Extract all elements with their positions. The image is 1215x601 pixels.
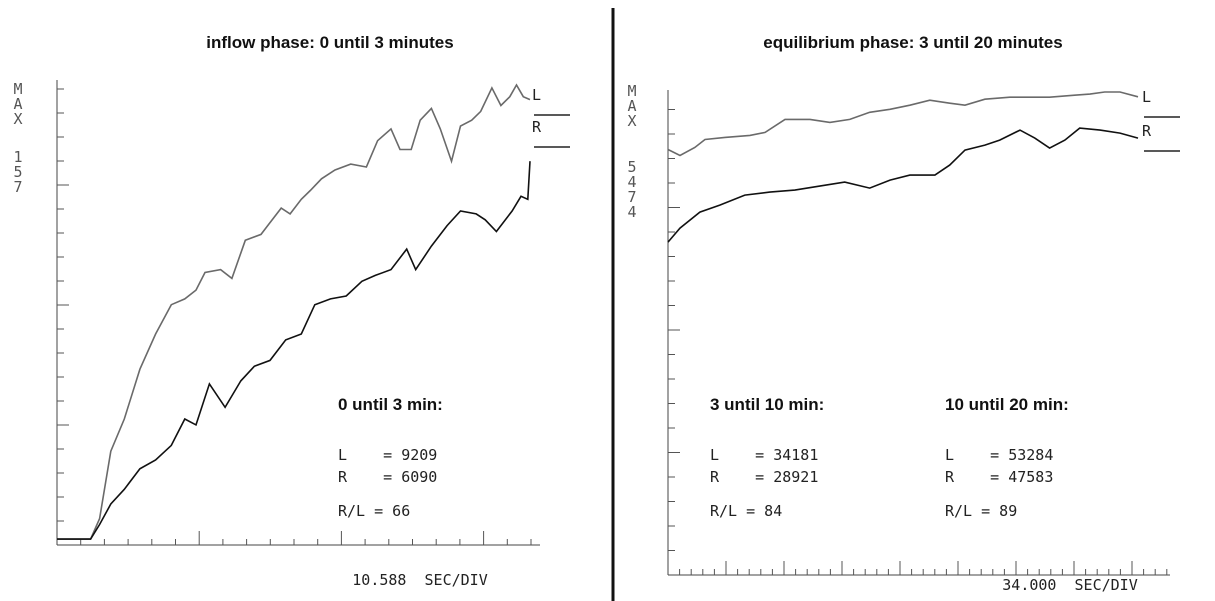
summary-line: R/L = 66 (338, 502, 410, 520)
chart-title: inflow phase: 0 until 3 minutes (206, 33, 453, 52)
summary-title: 3 until 10 min: (710, 395, 824, 414)
y-max-label: 157 (9, 148, 27, 193)
x-axis-label: 34.000 SEC/DIV (1002, 576, 1137, 594)
summary-title: 0 until 3 min: (338, 395, 443, 414)
summary-line: R/L = 84 (710, 502, 782, 520)
curve-label: L (1142, 88, 1151, 106)
curve-label: R (1142, 122, 1152, 140)
summary-line: L = 34181 (710, 446, 818, 464)
curve-label: R (532, 118, 542, 136)
y-axis-label: MAX (9, 80, 27, 125)
summary-line: L = 53284 (945, 446, 1053, 464)
summary-line: R = 28921 (710, 468, 818, 486)
summary-title: 10 until 20 min: (945, 395, 1069, 414)
summary-line: R/L = 89 (945, 502, 1017, 520)
y-axis-label: MAX (623, 82, 641, 127)
y-max-label: 5474 (623, 158, 641, 218)
summary-line: L = 9209 (338, 446, 437, 464)
summary-line: R = 47583 (945, 468, 1053, 486)
curve (57, 161, 531, 540)
summary-line: R = 6090 (338, 468, 437, 486)
curve (667, 127, 1139, 243)
curve (667, 91, 1139, 157)
x-axis-label: 10.588 SEC/DIV (352, 571, 487, 589)
curve (57, 83, 531, 540)
chart-title: equilibrium phase: 3 until 20 minutes (763, 33, 1062, 52)
curve-label: L (532, 86, 541, 104)
